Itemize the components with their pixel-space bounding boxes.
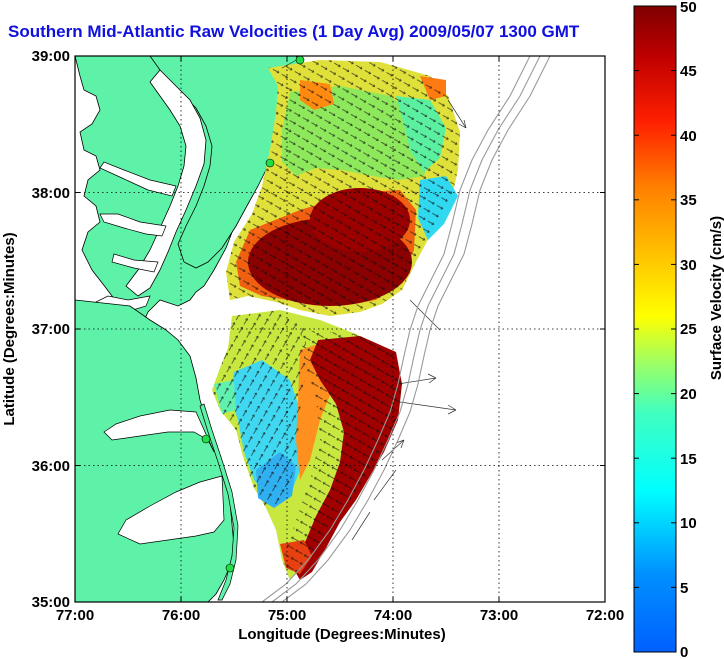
radar-station-marker — [295, 56, 305, 65]
x-tick-label: 72:00 — [586, 607, 624, 624]
york-river — [111, 253, 159, 273]
rappahannock-river — [99, 213, 167, 237]
y-tick-labels: 39:00 38:00 37:00 36:00 35:00 — [32, 48, 70, 611]
pamlico-sound — [117, 475, 225, 545]
colorbar-tick-label: 45 — [680, 63, 697, 80]
radar-station-marker — [225, 563, 235, 573]
colorbar-label: Surface Velocity (cm/s) — [708, 216, 724, 380]
y-tick-label: 36:00 — [32, 458, 70, 475]
x-tick-label: 75:00 — [268, 607, 306, 624]
colorbar-tick-label: 0 — [680, 644, 688, 659]
bathymetry-contours — [261, 56, 551, 602]
y-tick-label: 35:00 — [32, 594, 70, 611]
colorbar-tick-label: 15 — [680, 451, 697, 468]
outer-banks — [199, 403, 239, 601]
map-grid — [75, 56, 605, 602]
x-tick-label: 73:00 — [480, 607, 518, 624]
y-axis-label: Latitude (Degrees:Minutes) — [1, 232, 18, 425]
velocity-vectors — [212, 57, 467, 580]
radar-stations — [201, 56, 305, 573]
x-tick-label: 77:00 — [56, 607, 94, 624]
colorbar-tick-label: 50 — [680, 0, 697, 16]
map-title: Southern Mid-Atlantic Raw Velocities (1 … — [8, 22, 580, 41]
colorbar — [633, 5, 677, 653]
colorbar-ticks — [634, 70, 676, 588]
colorbar-tick-label: 30 — [680, 257, 697, 274]
potomac-river — [99, 161, 177, 197]
y-tick-label: 39:00 — [32, 48, 70, 65]
x-tick-labels: 77:00 76:00 75:00 74:00 73:00 72:00 — [56, 607, 624, 624]
y-tick-label: 38:00 — [32, 185, 70, 202]
radar-station-marker — [265, 158, 275, 168]
tick-marks — [75, 56, 605, 602]
y-tick-label: 37:00 — [32, 321, 70, 338]
colorbar-tick-label: 25 — [680, 321, 697, 338]
colorbar-tick-label: 35 — [680, 192, 697, 209]
colorbar-tick-labels: 0 5 10 15 20 25 30 35 40 45 50 — [680, 0, 697, 659]
x-axis-label: Longitude (Degrees:Minutes) — [238, 626, 446, 643]
colorbar-tick-label: 5 — [680, 580, 688, 597]
x-tick-label: 74:00 — [374, 607, 412, 624]
x-tick-label: 76:00 — [162, 607, 200, 624]
colorbar-tick-label: 40 — [680, 128, 697, 145]
colorbar-tick-label: 10 — [680, 515, 697, 532]
colorbar-tick-label: 20 — [680, 386, 697, 403]
radar-station-marker — [201, 434, 211, 444]
